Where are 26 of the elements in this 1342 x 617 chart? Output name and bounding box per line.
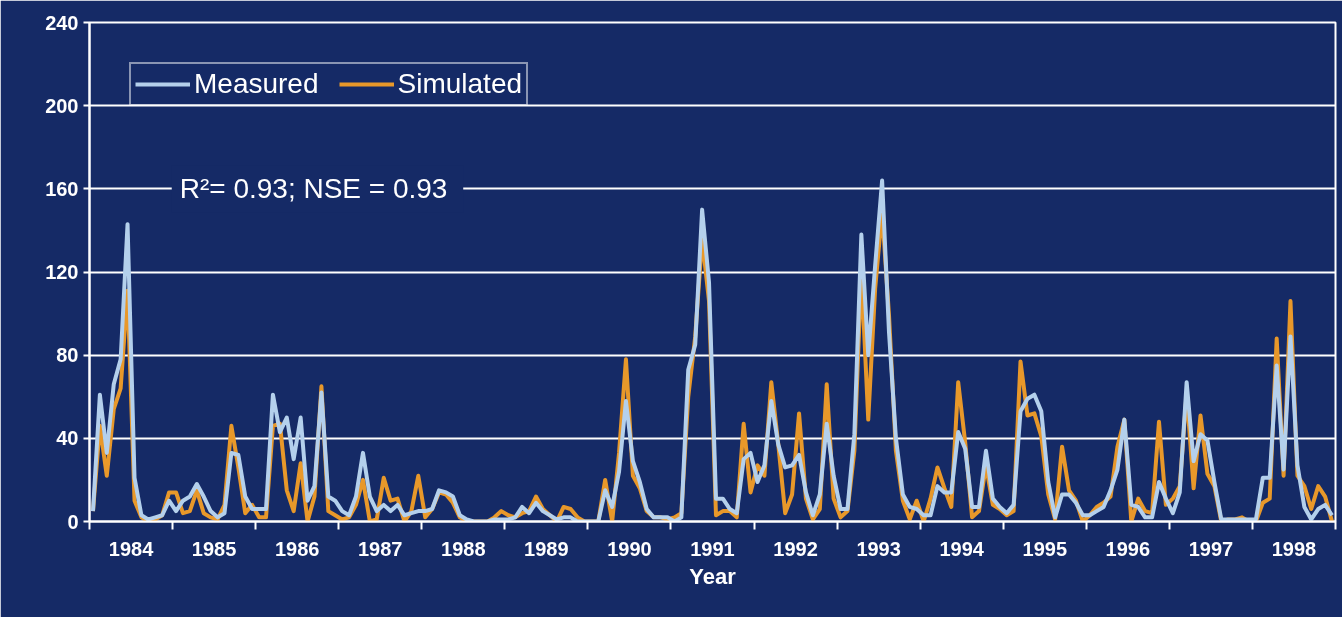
x-tick-label: 1989 [524,537,569,560]
x-tick-label: 1986 [274,537,320,560]
x-tick-label: 1998 [1271,537,1317,560]
x-tick-label: 1990 [607,537,652,560]
y-tick-label: 0 [67,510,79,533]
y-tick-label: 120 [45,261,79,283]
annotation: R²= 0.93; NSE = 0.93 [179,173,448,205]
x-tick-label: 1997 [1188,537,1234,560]
x-tick-label: 1993 [856,537,901,560]
y-tick-label: 240 [45,11,79,34]
legend-label: Measured [194,68,319,100]
x-axis-title: Year [689,563,737,589]
x-tick-label: 1995 [1022,537,1068,560]
x-tick-label: 1987 [357,537,403,560]
x-tick-label: 1992 [773,537,818,560]
x-tick-label: 1988 [441,537,486,560]
x-tick-label: 1984 [108,537,155,560]
y-tick-label: 200 [45,94,79,117]
y-tick-label: 80 [56,344,79,367]
y-tick-label: 160 [45,177,79,200]
y-tick-label: 40 [56,427,79,450]
legend-label: Simulated [397,68,523,100]
x-tick-label: 1994 [939,537,985,560]
x-tick-label: 1996 [1105,537,1151,560]
x-tick-label: 1991 [690,537,735,560]
x-tick-label: 1985 [191,537,237,560]
